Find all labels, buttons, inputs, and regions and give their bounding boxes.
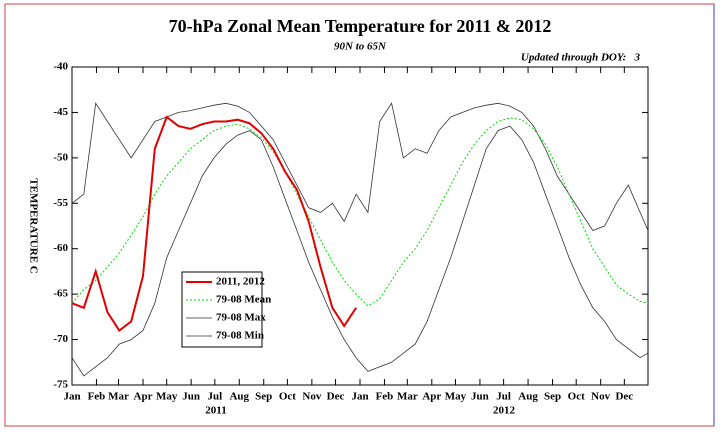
x-tick-label: Apr bbox=[134, 391, 153, 403]
x-tick-label: Jun bbox=[471, 391, 489, 403]
y-tick-label: -75 bbox=[53, 379, 68, 391]
x-tick-label: Sep bbox=[544, 391, 561, 403]
x-tick-label: Jan bbox=[63, 391, 80, 403]
legend-label: 2011, 2012 bbox=[216, 276, 265, 288]
x-tick-label: Jun bbox=[182, 391, 200, 403]
series-line bbox=[71, 115, 357, 332]
x-tick-label: Mar bbox=[397, 391, 418, 403]
year-label: 2012 bbox=[493, 405, 516, 417]
y-tick-label: -60 bbox=[53, 242, 68, 254]
x-tick-label: Dec bbox=[327, 391, 345, 403]
x-tick-label: May bbox=[156, 391, 178, 403]
x-tick-label: Jul bbox=[207, 391, 222, 403]
legend-box bbox=[181, 271, 263, 348]
x-tick-label: Mar bbox=[108, 391, 129, 403]
subtitle: 90N to 65N bbox=[334, 41, 387, 53]
y-tick-label: -70 bbox=[53, 333, 68, 345]
legend-label: 79-08 Min bbox=[216, 330, 264, 342]
series-line bbox=[71, 102, 649, 231]
x-tick-label: Nov bbox=[302, 391, 321, 403]
series-line bbox=[71, 125, 649, 377]
x-tick-label: Aug bbox=[518, 391, 538, 403]
x-tick-label: Jul bbox=[496, 391, 511, 403]
x-tick-label: Apr bbox=[422, 391, 441, 403]
x-tick-label: Sep bbox=[255, 391, 272, 403]
y-tick-label: -45 bbox=[53, 106, 68, 118]
annotation: Updated through DOY: 3 bbox=[521, 52, 641, 64]
x-tick-label: Jan bbox=[351, 391, 368, 403]
plot-area bbox=[71, 66, 649, 386]
y-axis-label: TEMPERATURE C bbox=[27, 178, 39, 273]
x-tick-label: Oct bbox=[279, 391, 296, 403]
x-tick-label: Feb bbox=[376, 391, 394, 403]
x-tick-label: Aug bbox=[229, 391, 249, 403]
x-tick-label: Feb bbox=[88, 391, 106, 403]
legend-label: 79-08 Mean bbox=[216, 294, 271, 306]
x-tick-label: Nov bbox=[591, 391, 610, 403]
series-line bbox=[71, 117, 649, 307]
x-tick-label: May bbox=[445, 391, 467, 403]
y-tick-label: -40 bbox=[53, 61, 68, 73]
y-tick-label: -50 bbox=[53, 151, 68, 163]
x-tick-label: Dec bbox=[615, 391, 633, 403]
legend-label: 79-08 Max bbox=[216, 312, 266, 324]
y-tick-label: -65 bbox=[53, 288, 68, 300]
chart-title: 70-hPa Zonal Mean Temperature for 2011 &… bbox=[169, 16, 552, 36]
x-tick-label: Oct bbox=[568, 391, 585, 403]
y-tick-label: -55 bbox=[53, 197, 68, 209]
year-label: 2011 bbox=[205, 405, 226, 417]
